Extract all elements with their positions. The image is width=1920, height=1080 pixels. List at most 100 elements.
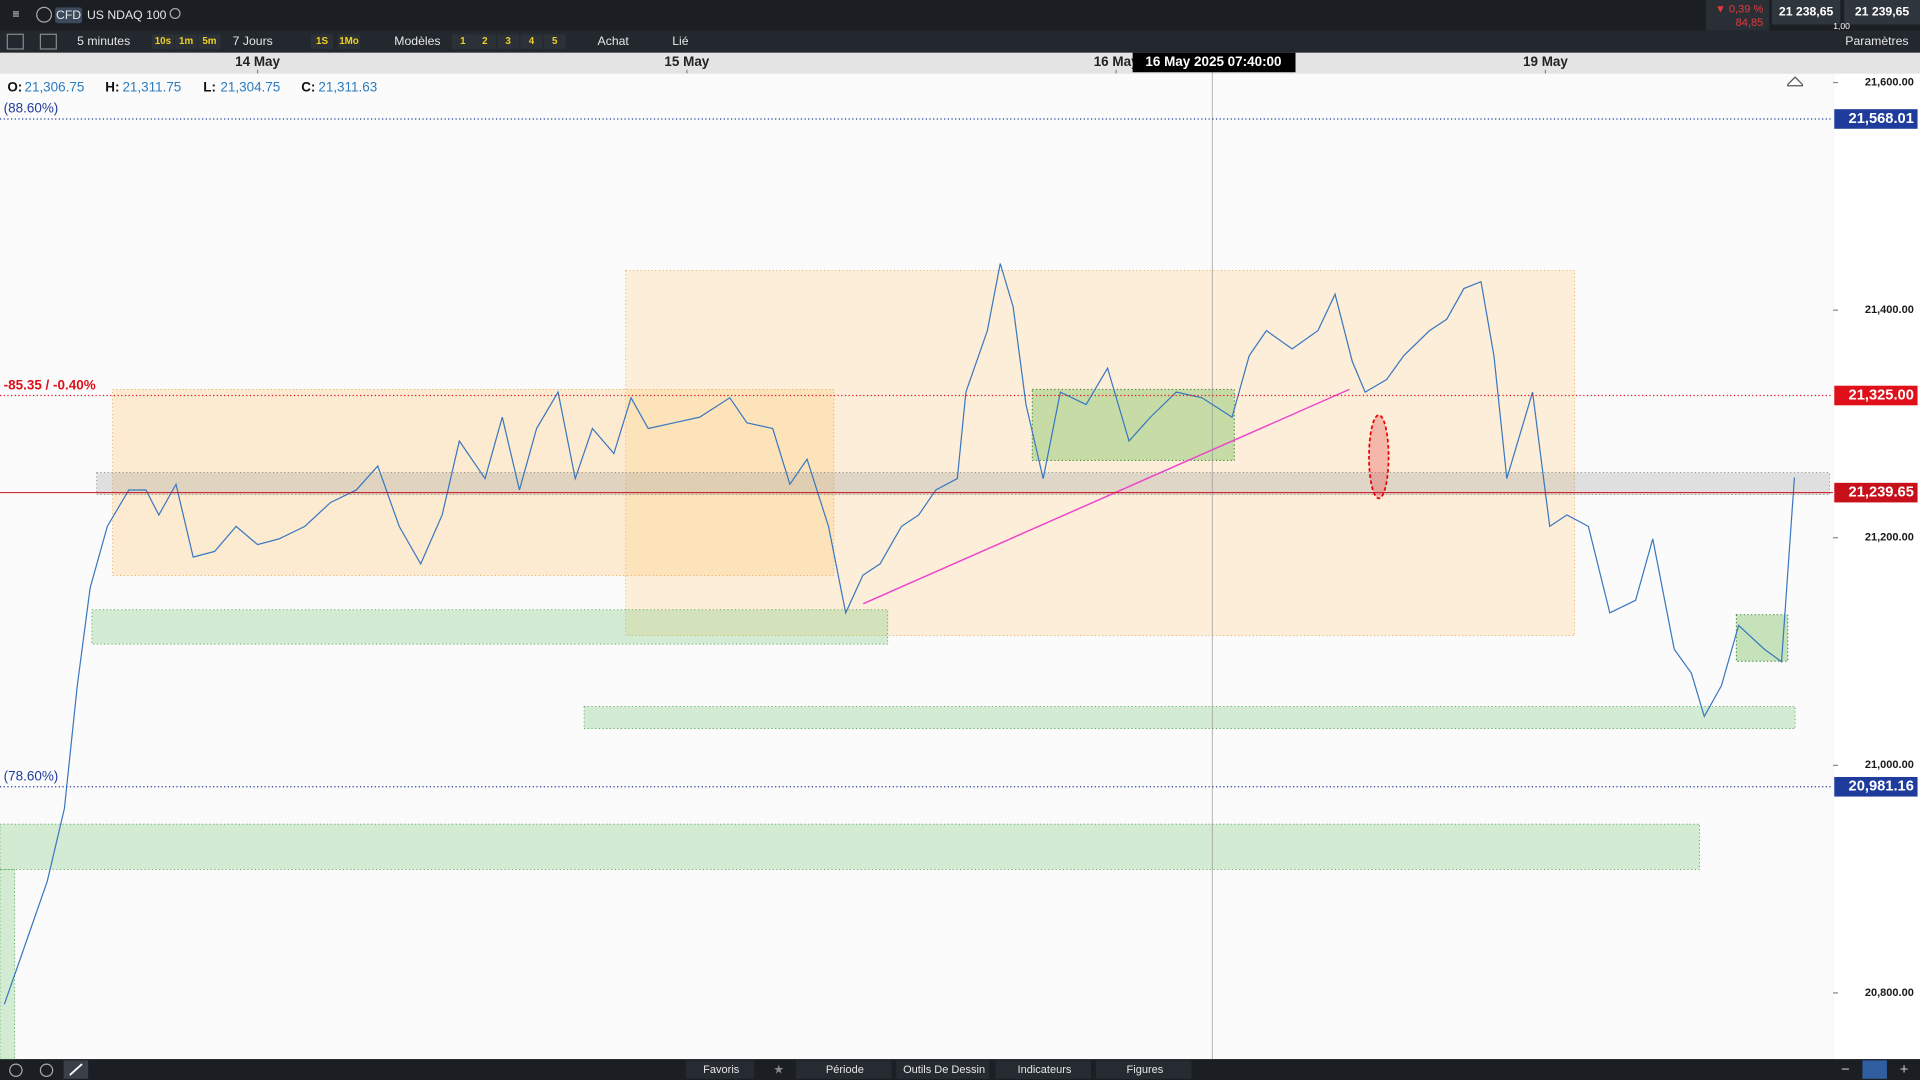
ask: 21 239,65 (1855, 4, 1910, 18)
quick-label: 4 (529, 36, 535, 47)
quick-button[interactable] (473, 34, 496, 49)
quick-button[interactable] (543, 34, 566, 49)
zone-green-dark (1735, 614, 1789, 662)
y-tick-label: 20,800.00 (1865, 987, 1914, 999)
panel-icon[interactable] (6, 33, 24, 50)
pencil (69, 1063, 83, 1076)
crosshair-tool[interactable] (1862, 1060, 1887, 1079)
quick-button[interactable] (520, 34, 543, 49)
change-pct: ▼ 0,39 % (1715, 4, 1763, 16)
currency-icon (36, 6, 53, 23)
tab[interactable] (685, 1060, 755, 1079)
tab[interactable] (795, 1060, 892, 1079)
quick-label: 5 (552, 36, 558, 47)
interval[interactable]: 5 minutes (77, 34, 130, 48)
quick-label: 5m (202, 36, 216, 47)
buy[interactable]: Achat (598, 34, 630, 48)
menu-icon[interactable]: ≡ (12, 7, 19, 21)
change-box (1705, 0, 1770, 31)
linked[interactable]: Lié (672, 34, 689, 48)
zone-green (91, 609, 889, 645)
quick-button[interactable] (175, 34, 198, 49)
search-icon[interactable] (169, 7, 181, 19)
level-label-box (1834, 385, 1918, 406)
crosshair-label: 16 May 2025 07:40:00 (1145, 54, 1281, 69)
ohlc-value: 21,304.75 (220, 80, 280, 95)
level-note: -85.35 / -0.40% (4, 377, 96, 392)
level-label-box (1834, 109, 1918, 129)
highlight-ellipse (1368, 414, 1390, 500)
fit-tool[interactable]: + (1900, 1062, 1909, 1078)
zone-green (0, 869, 16, 1060)
bid-box[interactable] (1771, 0, 1841, 25)
cfd-badge (55, 7, 83, 24)
home-icon[interactable] (1787, 76, 1804, 87)
quick-button[interactable] (337, 34, 360, 49)
quick-label: 1 (460, 36, 466, 47)
crosshair-box (1132, 52, 1296, 73)
layout-icon[interactable] (39, 33, 57, 50)
ohlc-label: L: (203, 80, 216, 95)
settings[interactable]: Paramètres (1845, 34, 1908, 48)
instrument[interactable]: US NDAQ 100 (87, 8, 167, 22)
top-bar (0, 0, 1920, 31)
hide-icon[interactable] (39, 1063, 54, 1077)
level-label-box (1834, 776, 1918, 797)
zoom-out[interactable]: − (1841, 1062, 1850, 1078)
tab[interactable] (995, 1060, 1092, 1079)
quick-label: 3 (505, 36, 511, 47)
price-line (3, 263, 1796, 1005)
models[interactable]: Modèles (394, 34, 440, 48)
x-tick-label: 14 May (235, 54, 280, 69)
tab-label: Indicateurs (1018, 1064, 1072, 1076)
ohlc-value: 21,311.63 (318, 80, 377, 95)
x-tick-label: 15 May (664, 54, 709, 69)
zone-green-dark (1031, 388, 1235, 461)
star-icon[interactable]: ★ (773, 1062, 784, 1076)
spread: 1,00 (1833, 21, 1850, 31)
level-note: (88.60%) (4, 101, 59, 116)
ohlc-label: C: (301, 80, 315, 95)
y-tick-label: 21,600.00 (1865, 76, 1914, 88)
y-tick-label: 21,200.00 (1865, 532, 1914, 544)
price-axis (1833, 73, 1920, 1060)
range[interactable]: 7 Jours (233, 34, 273, 48)
bid: 21 238,65 (1779, 4, 1834, 18)
level-label: 21,325.00 (1849, 387, 1914, 403)
x-tick-label: 19 May (1523, 54, 1568, 69)
tab-label: Période (826, 1064, 864, 1076)
ask-box[interactable] (1844, 0, 1920, 25)
quick-label: 1m (179, 36, 193, 47)
zone-orange (112, 389, 835, 576)
ohlc-label: H: (105, 80, 119, 95)
quick-label: 1Mo (339, 36, 359, 47)
quick-button[interactable] (497, 34, 520, 49)
level-label: 21,568.01 (1849, 111, 1914, 127)
refresh-icon[interactable] (9, 1063, 23, 1077)
quick-button[interactable] (198, 34, 221, 49)
tab-label: Figures (1127, 1064, 1164, 1076)
change-abs: 84,85 (1736, 17, 1764, 29)
x-tick-label: 16 May (1094, 54, 1139, 69)
quick-label: 10s (155, 36, 172, 47)
quick-button[interactable] (451, 34, 474, 49)
tab[interactable] (896, 1060, 990, 1079)
level-label: 21,239.65 (1849, 485, 1914, 501)
ohlc-value: 21,306.75 (24, 80, 84, 95)
zone-green (0, 823, 1700, 870)
ohlc-label: O: (7, 80, 22, 95)
level-note: (78.60%) (4, 769, 59, 784)
y-tick-label: 21,000.00 (1865, 759, 1914, 771)
plot-area (0, 73, 1834, 1060)
zone-green (583, 706, 1796, 729)
zone-orange (625, 270, 1576, 636)
zone-gray (96, 472, 1830, 496)
level-label-box (1834, 482, 1918, 503)
quick-button[interactable] (311, 34, 334, 49)
quick-button[interactable] (151, 34, 174, 49)
tool-bar (0, 30, 1920, 53)
trend-line (862, 388, 1350, 605)
y-tick-label: 21,400.00 (1865, 304, 1914, 316)
tab[interactable] (1095, 1060, 1192, 1079)
